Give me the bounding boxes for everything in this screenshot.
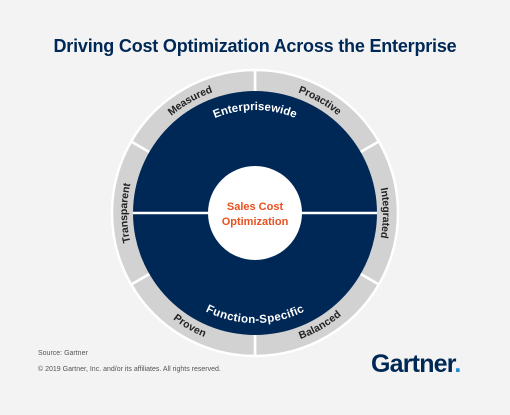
logo-text: Gartner: [371, 350, 455, 378]
ring-label-transparent: Transparent: [118, 181, 133, 244]
copyright-note: © 2019 Gartner, Inc. and/or its affiliat…: [38, 366, 221, 373]
diagram-title: Driving Cost Optimization Across the Ent…: [53, 36, 457, 56]
center-label-line2: Optimization: [222, 216, 289, 228]
ring-label-integrated: Integrated: [378, 187, 392, 240]
center-label-line1: Sales Cost: [227, 201, 284, 213]
center-circle: [208, 166, 302, 260]
gartner-logo: Gartner.: [371, 350, 461, 379]
logo-dot: .: [454, 350, 461, 378]
source-note: Source: Gartner: [38, 350, 88, 357]
